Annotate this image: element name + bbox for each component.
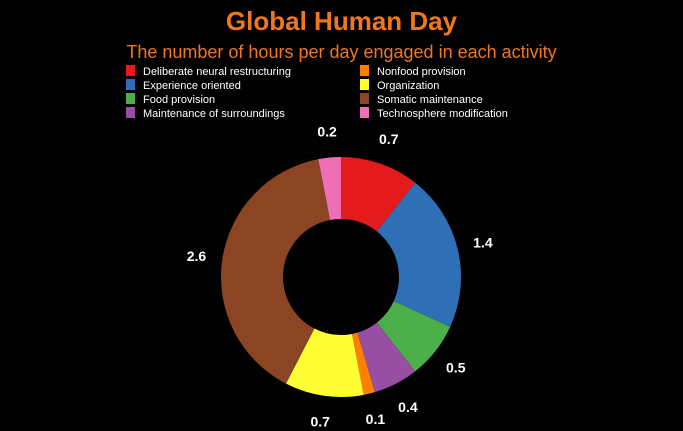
- slice-value-label: 0.1: [366, 411, 386, 427]
- legend-label: Deliberate neural restructuring: [143, 66, 291, 78]
- legend-swatch: [360, 79, 369, 90]
- slice-value-label: 0.4: [398, 399, 418, 415]
- legend-label: Technosphere modification: [377, 108, 508, 120]
- slice-somatic-maintenance: [221, 159, 331, 384]
- legend-label: Nonfood provision: [377, 66, 466, 78]
- legend-label: Experience oriented: [143, 80, 241, 92]
- legend-swatch: [360, 107, 369, 118]
- slice-value-label: 1.4: [473, 235, 493, 251]
- legend-label: Food provision: [143, 94, 216, 106]
- legend-label: Somatic maintenance: [377, 94, 483, 106]
- slice-technosphere-modification: [318, 157, 341, 221]
- legend-label: Maintenance of surroundings: [143, 108, 285, 120]
- legend-item: Somatic maintenance: [360, 93, 483, 107]
- slice-nonfood-provision: [351, 332, 375, 395]
- slice-value-label: 0.7: [310, 414, 330, 430]
- chart-subtitle: The number of hours per day engaged in e…: [126, 42, 557, 62]
- legend-item: Experience oriented: [126, 79, 241, 93]
- slice-value-label: 0.7: [379, 131, 399, 147]
- legend-item: Maintenance of surroundings: [126, 107, 285, 121]
- slice-deliberate-neural-restructuring: [341, 157, 416, 232]
- slice-value-label: 2.6: [187, 248, 207, 264]
- slice-value-label: 0.2: [317, 124, 337, 140]
- legend-item: Organization: [360, 79, 439, 93]
- legend-swatch: [360, 65, 369, 76]
- legend-swatch: [126, 79, 135, 90]
- legend-swatch: [126, 65, 135, 76]
- legend-item: Deliberate neural restructuring: [126, 65, 291, 79]
- legend-swatch: [360, 93, 369, 104]
- legend-item: Food provision: [126, 93, 215, 107]
- legend-swatch: [126, 107, 135, 118]
- slice-experience-oriented: [376, 182, 462, 327]
- legend-label: Organization: [377, 80, 440, 92]
- slice-food-provision: [376, 301, 451, 372]
- chart-title: Global Human Day: [225, 6, 458, 36]
- slice-organization: [286, 328, 364, 398]
- legend-item: Technosphere modification: [360, 107, 508, 121]
- slice-maintenance-of-surroundings: [357, 322, 416, 393]
- legend-item: Nonfood provision: [360, 65, 466, 79]
- slice-value-label: 0.5: [446, 359, 466, 375]
- legend-swatch: [126, 93, 135, 104]
